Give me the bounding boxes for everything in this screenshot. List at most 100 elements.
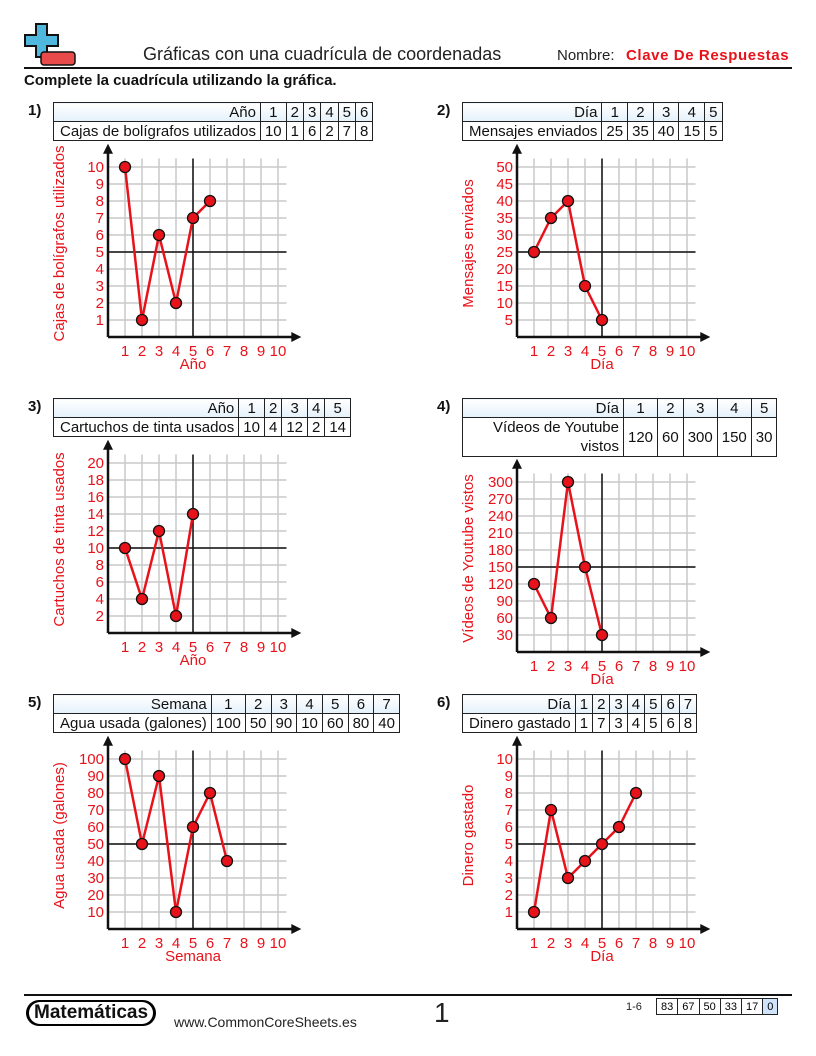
y-value-cell: 60: [657, 417, 684, 457]
table-row-y: Mensajes enviados 25 35 40 15 5: [461, 121, 723, 141]
x-tick-label: 1: [121, 343, 129, 360]
x-value-cell: 3: [609, 694, 628, 714]
x-value-cell: 5: [337, 102, 357, 122]
y-tick-label: 180: [488, 542, 513, 559]
y-tick-label: 210: [488, 525, 513, 542]
table-row-x: Año 1 2 3 4 5: [52, 398, 352, 418]
y-tick-label: 6: [505, 819, 513, 836]
x-axis-arrow-icon: [291, 924, 302, 934]
table-row-y: Agua usada (galones) 100 50 90 10 60 80 40: [53, 713, 400, 733]
data-point: [152, 228, 166, 242]
x-tick-label: 9: [257, 343, 265, 360]
data-point: [152, 524, 166, 538]
brand-logo: Matemáticas: [26, 1000, 157, 1026]
x-value-cell: 1: [601, 102, 629, 122]
y-value-cell: 90: [270, 713, 298, 733]
y-tick-label: 35: [496, 210, 513, 227]
x-tick-label: 10: [270, 935, 287, 952]
y-value-cell: 120: [622, 417, 659, 457]
table-row-y: Vídeos de Youtube vistos 120 60 300 150 30: [462, 417, 778, 457]
name-label: Nombre:: [557, 47, 615, 64]
score-table: 83 67 50 33 17 0: [655, 998, 779, 1015]
y-tick-label: 18: [87, 472, 104, 489]
y-tick-label: 8: [96, 193, 104, 210]
data-table: Año 1 2 3 4 5 6 Cajas de bolígrafos utilizados 1…: [53, 102, 374, 141]
y-value-cell: 1: [574, 713, 594, 733]
data-point: [629, 786, 643, 800]
x-tick-label: 2: [547, 935, 555, 952]
data-point: [595, 837, 609, 851]
x-tick-label: 4: [172, 935, 180, 952]
data-point: [595, 628, 609, 642]
x-label-cell: Día: [462, 398, 624, 418]
y-value-cell: 10: [259, 121, 287, 141]
data-point: [186, 211, 200, 225]
data-table: Semana 1 2 3 4 5 6 7 Agua usada (galones) 100 50 90…: [53, 694, 400, 733]
y-tick-label: 60: [87, 819, 104, 836]
y-tick-label: 3: [505, 870, 513, 887]
data-point: [203, 786, 217, 800]
x-tick-label: 9: [666, 658, 674, 675]
y-tick-label: 40: [496, 193, 513, 210]
x-value-cell: 1: [210, 694, 246, 714]
x-value-cell: 3: [281, 398, 308, 418]
y-tick-label: 5: [96, 244, 104, 261]
x-value-cell: 2: [263, 398, 283, 418]
data-point: [578, 279, 592, 293]
y-label-cell: Vídeos de Youtube vistos: [462, 417, 624, 457]
y-tick-label: 20: [87, 887, 104, 904]
y-tick-label: 7: [96, 210, 104, 227]
y-tick-label: 4: [96, 261, 104, 278]
y-tick-label: 270: [488, 491, 513, 508]
y-value-cell: 300: [682, 417, 718, 457]
x-value-cell: 5: [750, 398, 778, 418]
y-value-cell: 4: [626, 713, 646, 733]
y-axis-arrow-icon: [103, 143, 113, 154]
table-row-x: Día 1 2 3 4 5 6 7: [462, 694, 698, 714]
y-value-cell: 50: [244, 713, 272, 733]
x-value-cell: 5: [704, 102, 723, 122]
data-table: Día 1 2 3 4 5 Vídeos de Youtube vistos 120 60 300…: [462, 398, 778, 457]
y-value-cell: 8: [678, 713, 698, 733]
score-cell: 83: [655, 998, 679, 1015]
data-point: [169, 905, 183, 919]
y-tick-label: 70: [87, 802, 104, 819]
x-tick-label: 2: [138, 935, 146, 952]
x-tick-label: 8: [649, 343, 657, 360]
y-tick-label: 10: [87, 904, 104, 921]
y-value-cell: 60: [321, 713, 349, 733]
x-value-cell: 2: [657, 398, 684, 418]
y-value-cell: 80: [347, 713, 375, 733]
problem-number: 2): [437, 102, 451, 119]
y-label-cell: Cartuchos de tinta usados: [52, 417, 240, 437]
y-tick-label: 10: [87, 540, 104, 557]
y-value-cell: 35: [627, 121, 654, 141]
x-value-cell: 3: [682, 398, 718, 418]
x-label-cell: Día: [462, 694, 576, 714]
x-tick-label: 1: [530, 935, 538, 952]
y-tick-label: 20: [496, 261, 513, 278]
header-divider: [24, 67, 792, 69]
y-value-cell: 100: [210, 713, 246, 733]
x-axis-title: Día: [590, 356, 614, 373]
y-tick-label: 30: [496, 227, 513, 244]
y-axis-title: Agua usada (galones): [51, 762, 68, 909]
x-value-cell: 6: [355, 102, 374, 122]
x-value-cell: 4: [306, 398, 326, 418]
data-table: Año 1 2 3 4 5 Cartuchos de tinta usados 10 4 12 2 1…: [52, 398, 352, 437]
y-value-cell: 10: [238, 417, 265, 437]
x-value-cell: 4: [626, 694, 646, 714]
y-value-cell: 3: [609, 713, 628, 733]
y-value-cell: 7: [592, 713, 611, 733]
x-tick-label: 10: [270, 343, 287, 360]
problem-number: 1): [28, 102, 42, 119]
y-tick-label: 16: [87, 489, 104, 506]
x-axis-arrow-icon: [700, 647, 711, 657]
x-tick-label: 5: [598, 658, 606, 675]
data-point: [152, 769, 166, 783]
data-point: [220, 854, 234, 868]
data-point: [135, 592, 149, 606]
table-row-x: Día 1 2 3 4 5: [461, 102, 723, 122]
x-tick-label: 1: [121, 639, 129, 656]
y-tick-label: 5: [505, 312, 513, 329]
